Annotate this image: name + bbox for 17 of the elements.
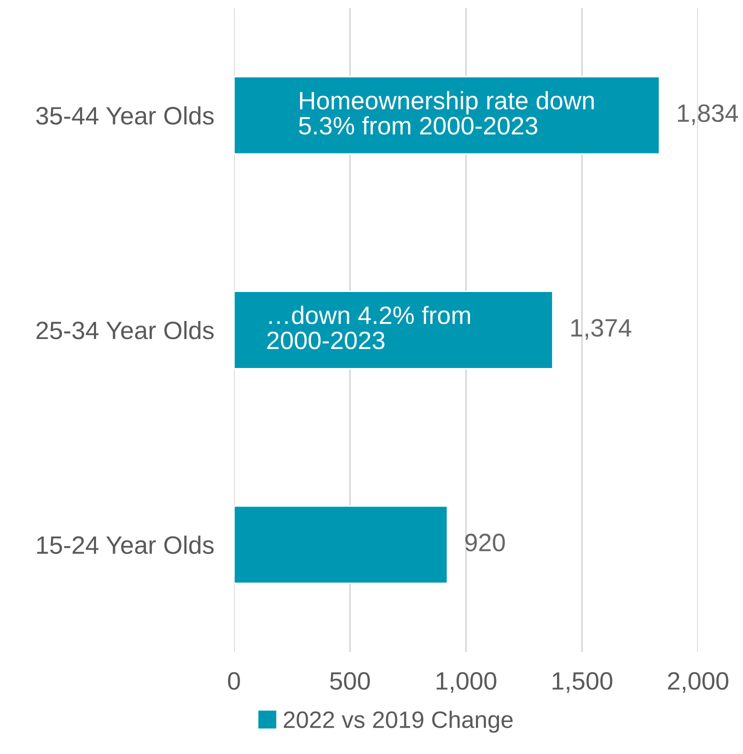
y-tick-label: 25-34 Year Olds bbox=[36, 320, 214, 340]
y-tick-label: 15-24 Year Olds bbox=[37, 536, 214, 554]
text: 1,374 bbox=[571, 319, 632, 340]
x-tick-label: 2,000 bbox=[668, 672, 728, 693]
text: 920 bbox=[465, 534, 505, 552]
legend-label: 2022 vs 2019 Change bbox=[284, 710, 513, 733]
bar bbox=[234, 290, 554, 370]
annotation: …down 4.2% from 2000-2023 bbox=[267, 306, 470, 350]
x-tick-label: 1,000 bbox=[436, 672, 496, 693]
y-tick-label: 35-44 Year Olds bbox=[36, 106, 214, 125]
x-tick-label: 0 bbox=[228, 672, 240, 690]
text: 1,834 bbox=[678, 104, 738, 125]
x-tick-label: 500 bbox=[330, 672, 370, 690]
bar bbox=[234, 505, 448, 584]
x-tick-label: 1,500 bbox=[552, 672, 612, 693]
annotation: Homeownership rate down 5.3% from 2000-2023 bbox=[299, 91, 594, 135]
bar bbox=[234, 76, 660, 155]
